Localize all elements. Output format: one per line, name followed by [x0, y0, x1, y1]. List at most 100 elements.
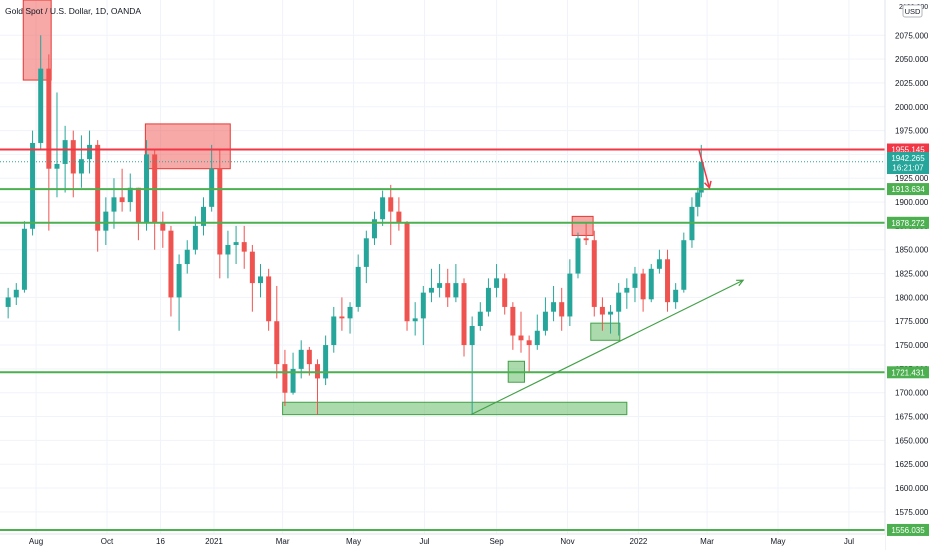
- y-tick-label: 1775.000: [895, 317, 929, 326]
- currency-button[interactable]: [902, 4, 923, 18]
- candle-body: [485, 287, 491, 312]
- candle-body: [665, 259, 671, 303]
- candle-body: [591, 240, 597, 307]
- candle-body: [168, 230, 174, 298]
- resistance-zone: [22, 0, 52, 81]
- candle-body: [323, 345, 329, 379]
- projection-arrowhead: [703, 180, 712, 190]
- y-axis-ticks: 2075.000 2050.000 2025.000 2000.000 1975.000…: [895, 31, 929, 517]
- y-tick-label: 1700.000: [895, 389, 929, 398]
- support-zone: [590, 322, 621, 341]
- candle-body: [599, 306, 605, 315]
- candle-body: [428, 287, 434, 293]
- candle-body: [95, 144, 101, 231]
- candle-body: [412, 318, 418, 322]
- candle-body: [290, 368, 296, 393]
- candle-body: [583, 238, 589, 241]
- level-badge: [887, 366, 929, 379]
- support-zone: [282, 401, 628, 416]
- candle-body: [282, 364, 288, 393]
- candle-body: [526, 340, 532, 346]
- level-badge: [887, 523, 929, 536]
- candle-body: [127, 187, 133, 203]
- candle-body: [233, 242, 239, 245]
- y-tick-label: 1650.000: [895, 436, 929, 445]
- candle-body: [567, 273, 573, 317]
- level-badge-label: 1878.272: [891, 219, 925, 228]
- candle-body: [445, 283, 451, 298]
- candle-body: [640, 273, 646, 300]
- candle-body: [5, 297, 11, 307]
- candle-body: [217, 168, 223, 255]
- last-price-value: 1942.265: [891, 154, 925, 163]
- candle-body: [176, 264, 182, 298]
- y-tick-label: 2050.000: [895, 55, 929, 64]
- y-tick-label: 1975.000: [895, 127, 929, 136]
- candle-body: [355, 266, 361, 307]
- candle-body: [534, 330, 540, 346]
- chart-title: Gold Spot / U.S. Dollar, 1D, OANDA: [5, 6, 141, 16]
- candle-body: [347, 306, 353, 319]
- x-tick-label: Jul: [844, 537, 854, 546]
- level-badge: [887, 183, 929, 196]
- candle-body: [477, 311, 483, 326]
- candle-body: [111, 197, 117, 212]
- candle-body: [469, 325, 475, 346]
- candle-body: [380, 197, 386, 220]
- drawings: [470, 149, 745, 416]
- y-tick-label: 2025.000: [895, 79, 929, 88]
- candle-body: [266, 276, 272, 322]
- level-badge-label: 1556.035: [891, 526, 925, 535]
- candle-body: [21, 228, 27, 290]
- candle-body: [331, 316, 337, 346]
- candle-body: [624, 287, 630, 293]
- candle-body: [656, 259, 662, 269]
- candle-body: [518, 335, 524, 341]
- price-badges: 1955.145 1913.634 1878.272 1721.431 1556.035: [887, 143, 929, 536]
- level-badge: [887, 216, 929, 229]
- candle-body: [249, 251, 255, 284]
- candle-body: [371, 219, 377, 239]
- level-badge-label: 1721.431: [891, 368, 925, 377]
- candle-body: [209, 168, 215, 207]
- y-tick-label: 2000.000: [895, 103, 929, 112]
- candle-body: [225, 244, 231, 255]
- projection-arrow: [698, 149, 711, 188]
- candle-body: [70, 140, 76, 174]
- candle-body: [314, 364, 320, 379]
- y-tick-label: 1575.000: [895, 508, 929, 517]
- y-tick-label: 1675.000: [895, 413, 929, 422]
- candle-body: [78, 159, 84, 174]
- x-tick-label: 2021: [205, 537, 223, 546]
- x-tick-label: 16: [156, 537, 165, 546]
- last-price-badge: [887, 152, 929, 174]
- x-tick-label: Mar: [276, 537, 290, 546]
- candle-body: [608, 311, 614, 315]
- candles: [5, 35, 704, 415]
- candle-body: [184, 249, 190, 265]
- y-tick-label: 1825.000: [895, 270, 929, 279]
- candle-body: [404, 223, 410, 322]
- x-tick-label: Aug: [29, 537, 43, 546]
- candle-body: [160, 223, 166, 231]
- zones: [22, 0, 628, 416]
- candle-body: [420, 292, 426, 319]
- x-tick-label: 2022: [630, 537, 648, 546]
- y-tick-label: 1800.000: [895, 293, 929, 302]
- y-tick-label: 1600.000: [895, 484, 929, 493]
- candle-body: [119, 197, 125, 203]
- x-tick-label: Sep: [489, 537, 504, 546]
- candle-body: [502, 278, 508, 307]
- y-tick-label: 1750.000: [895, 341, 929, 350]
- candle-body: [13, 289, 19, 298]
- resistance-zone: [144, 123, 231, 170]
- y-tick-label: 1625.000: [895, 460, 929, 469]
- candle-body: [257, 276, 263, 284]
- level-badge-label: 1955.145: [891, 146, 925, 155]
- level-badge-label: 1913.634: [891, 185, 925, 194]
- candle-body: [461, 283, 467, 346]
- candle-body: [542, 311, 548, 331]
